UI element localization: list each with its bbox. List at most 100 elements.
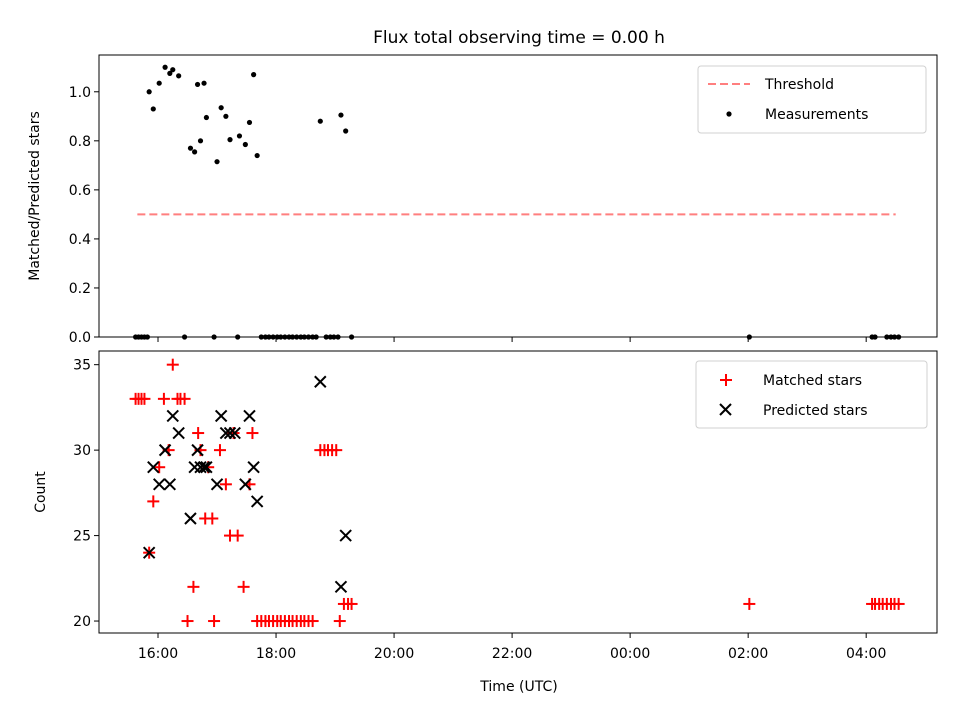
top-axis-ticks: 0.0 0.2 0.4 0.6 0.8 1.0 — [69, 85, 867, 346]
predicted-star-point — [194, 461, 207, 474]
predicted-star-point — [166, 409, 179, 423]
bottom-x-tick-label-2: 20:00 — [374, 646, 414, 662]
matched-star-point — [345, 597, 358, 610]
top-legend-label-0: Threshold — [764, 77, 834, 93]
measurement-point — [170, 67, 176, 73]
matched-star-point — [333, 615, 346, 628]
bottom-x-tick-label-4: 00:00 — [610, 646, 650, 662]
measurement-point — [146, 89, 152, 95]
bottom-legend: Matched stars Predicted stars — [695, 360, 928, 429]
bottom-x-axis-label: Time (UTC) — [479, 679, 557, 695]
predicted-star-point — [163, 478, 177, 491]
measurement-point — [187, 145, 194, 151]
top-y-tick-label-5: 1.0 — [69, 85, 91, 101]
bottom-y-tick-label-2: 30 — [73, 443, 91, 459]
bottom-y-axis-label: Count — [33, 471, 49, 513]
bottom-y-tick-label-0: 20 — [73, 614, 91, 630]
matched-star-point — [743, 597, 756, 610]
measurement-point — [223, 113, 229, 119]
bottom-panel: 20 25 30 35 16:00 18:00 20:00 22:00 00:00 02:00 04… — [33, 350, 938, 695]
top-panel: 0.0 0.2 0.4 0.6 0.8 1.0 Matched/Predicted sta… — [27, 54, 938, 346]
matched-star-point — [219, 478, 232, 491]
predicted-star-point — [200, 461, 213, 474]
bottom-x-tick-label-0: 16:00 — [138, 646, 178, 662]
bottom-axes-frame — [98, 350, 938, 634]
predicted-star-point — [191, 443, 204, 457]
bottom-legend-label-1: Predicted stars — [763, 403, 868, 419]
predicted-star-point — [219, 426, 233, 440]
top-y-tick-label-0: 0.0 — [69, 330, 91, 346]
matched-star-point — [166, 358, 179, 371]
matched-star-point — [246, 427, 259, 440]
top-legend: Threshold Measurements — [697, 65, 927, 134]
predicted-star-point — [147, 461, 160, 474]
top-plot-area — [132, 64, 902, 340]
measurement-point — [246, 119, 253, 126]
predicted-star-point — [172, 426, 185, 440]
matched-star-point — [153, 461, 166, 474]
bottom-axis-ticks: 20 25 30 35 16:00 18:00 20:00 22:00 00:00 02:00 04… — [73, 358, 886, 662]
matched-star-point — [306, 615, 319, 628]
matched-star-point — [206, 512, 219, 525]
predicted-star-point — [250, 495, 264, 508]
measurement-point — [236, 133, 243, 139]
matched-star-point — [187, 580, 200, 593]
bottom-x-tick-label-3: 22:00 — [492, 646, 532, 662]
matched-star-point — [208, 615, 221, 628]
bottom-y-tick-label-1: 25 — [73, 529, 91, 545]
predicted-star-point — [188, 461, 201, 474]
measurement-point — [201, 80, 207, 86]
matched-legend-swatch — [720, 374, 732, 386]
measurement-point — [167, 70, 173, 76]
predicted-star-point — [339, 529, 352, 542]
measurement-point — [192, 149, 198, 155]
predicted-star-point — [314, 375, 327, 388]
matched-star-point — [213, 444, 226, 457]
top-y-tick-label-1: 0.2 — [69, 281, 91, 297]
predicted-star-point — [158, 443, 172, 457]
top-legend-box — [697, 65, 927, 134]
measurement-point — [227, 137, 233, 143]
measurement-point — [343, 128, 349, 134]
predicted-star-point — [239, 478, 252, 491]
matched-star-point — [892, 597, 905, 610]
predicted-star-point — [184, 512, 197, 525]
predicted-star-point — [334, 580, 348, 594]
measurement-point — [242, 141, 248, 148]
bottom-plot-area — [129, 358, 905, 628]
measurement-point — [197, 138, 204, 144]
bottom-y-tick-label-3: 35 — [73, 358, 91, 374]
predicted-star-point — [197, 461, 211, 474]
top-y-tick-label-3: 0.6 — [69, 183, 91, 199]
measurement-point — [162, 64, 168, 70]
matched-star-point — [237, 580, 250, 593]
bottom-x-tick-label-1: 18:00 — [256, 646, 296, 662]
matched-star-point — [192, 427, 205, 440]
predicted-star-point — [142, 546, 156, 559]
predicted-star-point — [243, 409, 256, 423]
measurement-point — [317, 118, 323, 124]
measurements-legend-swatch — [726, 111, 732, 117]
measurement-point — [338, 112, 344, 118]
predicted-legend-swatch — [719, 403, 732, 416]
matched-star-point — [178, 392, 191, 405]
bottom-x-tick-label-5: 02:00 — [728, 646, 768, 662]
chart-title: Flux total observing time = 0.00 h — [373, 28, 665, 48]
top-legend-label-1: Measurements — [765, 107, 868, 123]
matched-star-point — [147, 495, 160, 508]
matched-star-point — [330, 444, 343, 457]
predicted-star-point — [152, 478, 166, 491]
measurement-point — [218, 105, 224, 111]
measurement-point — [254, 152, 260, 159]
measurement-point — [156, 80, 162, 86]
bottom-legend-box — [695, 360, 928, 429]
matched-star-point — [231, 529, 244, 542]
measurement-point — [194, 81, 201, 88]
measurement-point — [150, 106, 156, 112]
measurement-point — [203, 114, 210, 121]
bottom-legend-label-0: Matched stars — [763, 373, 862, 389]
predicted-star-point — [210, 478, 224, 491]
top-axes-frame — [98, 54, 938, 338]
predicted-star-point — [247, 461, 260, 474]
